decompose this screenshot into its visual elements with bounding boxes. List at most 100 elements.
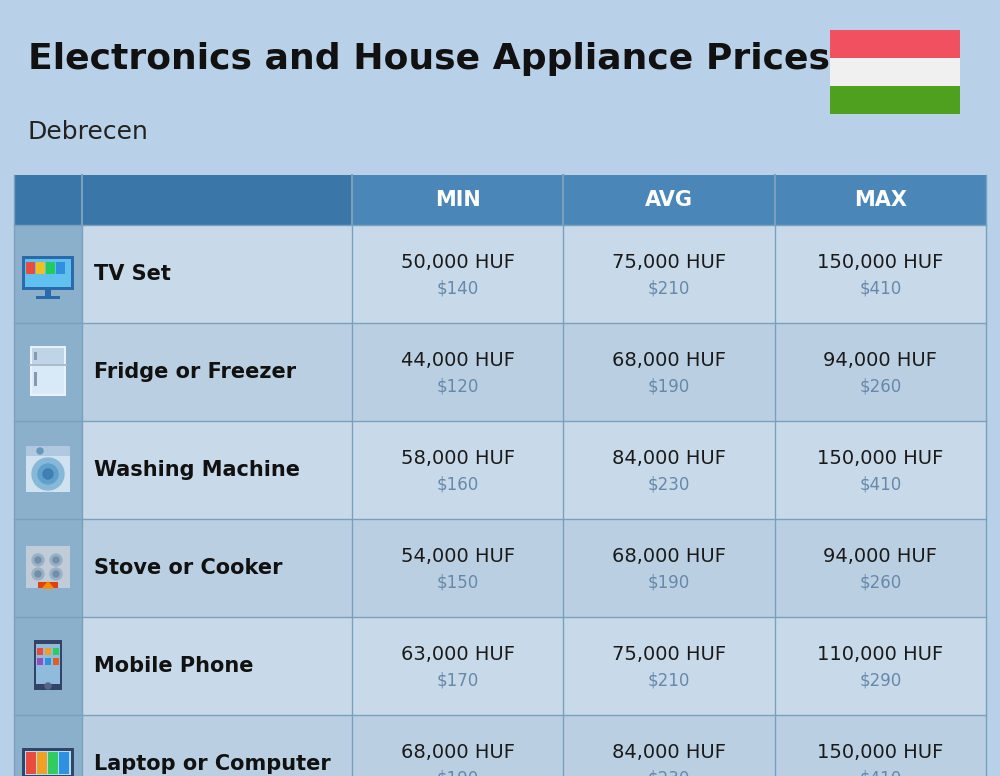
Text: $140: $140 bbox=[437, 279, 479, 298]
Bar bbox=[32, 366, 64, 394]
Bar bbox=[45, 290, 51, 296]
Text: $290: $290 bbox=[859, 672, 901, 690]
Bar bbox=[14, 715, 986, 776]
Text: Fridge or Freezer: Fridge or Freezer bbox=[94, 362, 296, 382]
Text: MAX: MAX bbox=[854, 190, 907, 210]
Text: $190: $190 bbox=[648, 573, 690, 592]
Text: Mobile Phone: Mobile Phone bbox=[94, 656, 254, 676]
Bar bbox=[37, 658, 43, 665]
Bar bbox=[25, 751, 71, 775]
Text: MIN: MIN bbox=[435, 190, 481, 210]
Bar bbox=[36, 296, 60, 299]
Text: 50,000 HUF: 50,000 HUF bbox=[401, 253, 515, 272]
Circle shape bbox=[43, 469, 53, 479]
Text: $170: $170 bbox=[437, 672, 479, 690]
Circle shape bbox=[53, 571, 59, 577]
Text: 150,000 HUF: 150,000 HUF bbox=[817, 743, 944, 762]
Text: $410: $410 bbox=[859, 279, 901, 298]
Text: $230: $230 bbox=[648, 476, 690, 494]
Text: 63,000 HUF: 63,000 HUF bbox=[401, 645, 515, 663]
Bar bbox=[56, 262, 65, 274]
Bar bbox=[14, 421, 82, 519]
Bar bbox=[14, 421, 986, 519]
Text: 150,000 HUF: 150,000 HUF bbox=[817, 253, 944, 272]
Text: $410: $410 bbox=[859, 770, 901, 776]
Bar bbox=[26, 752, 36, 774]
Bar bbox=[830, 86, 960, 114]
Bar bbox=[34, 372, 37, 386]
Text: $260: $260 bbox=[859, 378, 901, 396]
Bar bbox=[34, 352, 37, 360]
Bar bbox=[14, 519, 986, 617]
Text: 84,000 HUF: 84,000 HUF bbox=[612, 449, 726, 468]
Circle shape bbox=[32, 554, 44, 566]
Text: 54,000 HUF: 54,000 HUF bbox=[401, 547, 515, 566]
Text: 84,000 HUF: 84,000 HUF bbox=[612, 743, 726, 762]
Bar bbox=[14, 715, 82, 776]
Bar bbox=[26, 546, 70, 588]
Circle shape bbox=[32, 458, 64, 490]
Text: 44,000 HUF: 44,000 HUF bbox=[401, 351, 515, 369]
Bar bbox=[59, 752, 69, 774]
Bar bbox=[22, 256, 74, 290]
Bar bbox=[48, 752, 58, 774]
Bar bbox=[14, 323, 82, 421]
Text: $210: $210 bbox=[648, 672, 690, 690]
Circle shape bbox=[53, 557, 59, 563]
Text: $410: $410 bbox=[859, 476, 901, 494]
Bar bbox=[14, 617, 986, 715]
Circle shape bbox=[45, 683, 51, 689]
Bar bbox=[46, 262, 55, 274]
Text: $210: $210 bbox=[648, 279, 690, 298]
Text: 58,000 HUF: 58,000 HUF bbox=[401, 449, 515, 468]
Text: Electronics and House Appliance Prices: Electronics and House Appliance Prices bbox=[28, 42, 830, 76]
Text: 110,000 HUF: 110,000 HUF bbox=[817, 645, 943, 663]
Bar bbox=[22, 748, 74, 776]
Bar bbox=[26, 262, 35, 274]
Bar bbox=[14, 519, 82, 617]
Bar bbox=[775, 175, 986, 225]
Text: Debrecen: Debrecen bbox=[28, 120, 149, 144]
Bar bbox=[53, 648, 59, 655]
Polygon shape bbox=[43, 582, 53, 588]
Bar bbox=[14, 225, 986, 323]
Bar bbox=[563, 175, 775, 225]
Text: $150: $150 bbox=[437, 573, 479, 592]
Bar bbox=[36, 644, 60, 684]
Bar bbox=[30, 346, 66, 396]
Text: $120: $120 bbox=[436, 378, 479, 396]
Circle shape bbox=[35, 571, 41, 577]
Text: 75,000 HUF: 75,000 HUF bbox=[612, 645, 726, 663]
Bar bbox=[45, 658, 51, 665]
Text: TV Set: TV Set bbox=[94, 264, 171, 284]
Bar bbox=[37, 648, 43, 655]
Bar bbox=[14, 175, 82, 225]
Text: 75,000 HUF: 75,000 HUF bbox=[612, 253, 726, 272]
Text: $230: $230 bbox=[648, 770, 690, 776]
Circle shape bbox=[38, 464, 58, 484]
Bar bbox=[26, 446, 70, 492]
Bar bbox=[34, 640, 62, 690]
Text: $190: $190 bbox=[648, 378, 690, 396]
Bar bbox=[53, 658, 59, 665]
Text: $160: $160 bbox=[437, 476, 479, 494]
Text: $190: $190 bbox=[437, 770, 479, 776]
Bar bbox=[14, 617, 82, 715]
Bar bbox=[37, 752, 47, 774]
Text: Stove or Cooker: Stove or Cooker bbox=[94, 558, 283, 578]
Bar bbox=[25, 259, 71, 287]
Bar bbox=[830, 58, 960, 86]
Circle shape bbox=[32, 568, 44, 580]
Text: 68,000 HUF: 68,000 HUF bbox=[401, 743, 515, 762]
Bar bbox=[14, 225, 82, 323]
Text: 68,000 HUF: 68,000 HUF bbox=[612, 547, 726, 566]
Bar bbox=[36, 262, 45, 274]
Circle shape bbox=[50, 568, 62, 580]
Circle shape bbox=[37, 448, 43, 454]
Bar bbox=[830, 30, 960, 58]
Text: 68,000 HUF: 68,000 HUF bbox=[612, 351, 726, 369]
Bar bbox=[38, 582, 58, 588]
Bar bbox=[14, 323, 986, 421]
Text: Laptop or Computer: Laptop or Computer bbox=[94, 754, 331, 774]
Text: 94,000 HUF: 94,000 HUF bbox=[823, 547, 937, 566]
